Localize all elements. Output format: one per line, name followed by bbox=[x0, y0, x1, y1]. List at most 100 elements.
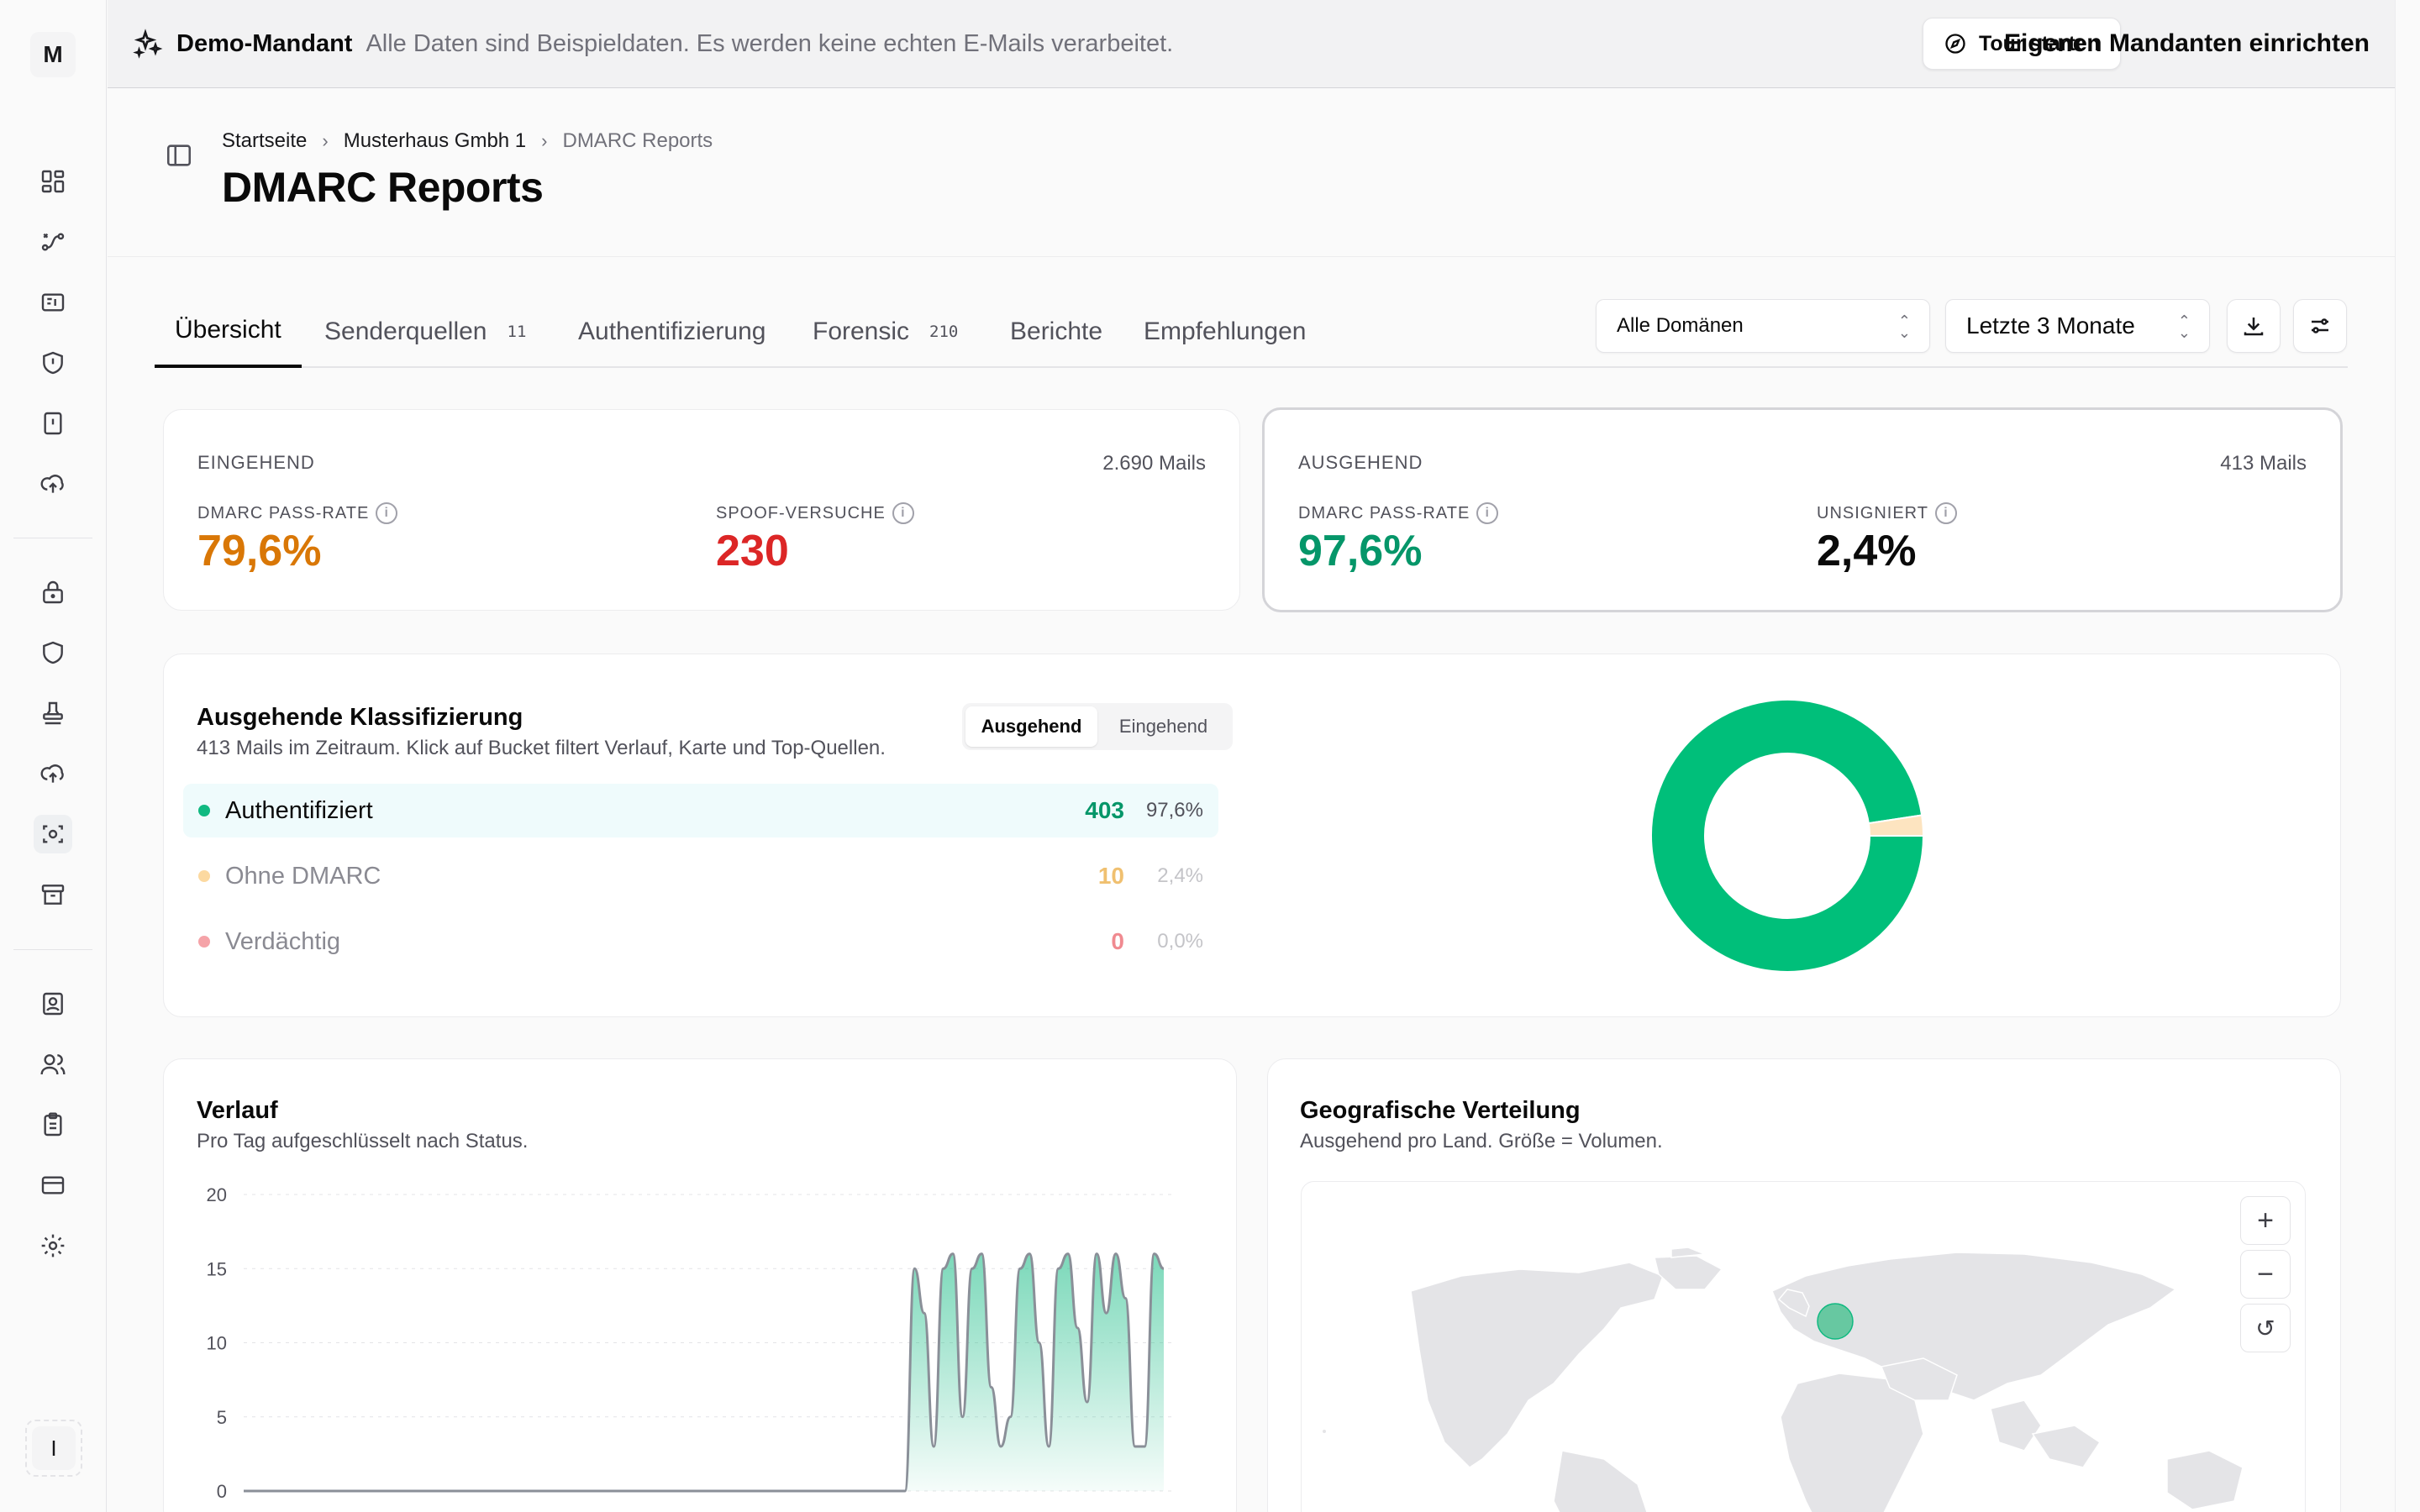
lock-icon[interactable] bbox=[34, 573, 72, 612]
trend-subtitle: Pro Tag aufgeschlüsselt nach Status. bbox=[197, 1130, 529, 1152]
y-tick-label: 15 bbox=[207, 1258, 227, 1279]
donut-slice-0[interactable] bbox=[1650, 699, 1925, 973]
classification-donut[interactable] bbox=[1649, 697, 1926, 974]
y-tick-label: 0 bbox=[217, 1481, 227, 1502]
world-map[interactable] bbox=[1301, 1181, 2306, 1512]
demo-text: Alle Daten sind Beispieldaten. Es werden… bbox=[366, 29, 1174, 57]
bucket-authenticated[interactable]: Authentifiziert 403 97,6% bbox=[183, 784, 1218, 837]
domain-select[interactable]: Alle Domänen ⌃ ⌄ bbox=[1596, 299, 1930, 353]
info-icon[interactable]: i bbox=[892, 502, 914, 524]
user-menu[interactable]: I bbox=[25, 1420, 82, 1477]
setup-tenant-link[interactable]: Eigenen Mandanten einrichten bbox=[2003, 29, 2370, 57]
spoof-value: 230 bbox=[716, 527, 789, 575]
route-icon[interactable] bbox=[34, 223, 72, 261]
reset-view-button[interactable]: ↺ bbox=[2240, 1304, 2291, 1352]
tour-start-label: Tour starten bbox=[1979, 31, 2100, 55]
settings-icon[interactable] bbox=[34, 1226, 72, 1265]
filter-settings-button[interactable] bbox=[2293, 299, 2347, 353]
tab-recommendations[interactable]: Empfehlungen bbox=[1144, 318, 1307, 345]
outbound-pass-label: DMARC PASS-RATE i bbox=[1298, 502, 1499, 524]
bucket-count: 10 bbox=[1097, 863, 1124, 889]
bucket-percent: 0,0% bbox=[1157, 930, 1203, 953]
chevron-right-icon: › bbox=[541, 130, 548, 151]
bucket-suspicious[interactable]: Verdächtig 0 0,0% bbox=[183, 915, 1218, 969]
credit-card-icon[interactable] bbox=[34, 1166, 72, 1205]
direction-toggle: Ausgehend Eingehend bbox=[962, 703, 1233, 750]
shield-icon[interactable] bbox=[34, 633, 72, 672]
cloud-sync-icon[interactable] bbox=[34, 754, 72, 793]
stamp-icon[interactable] bbox=[34, 694, 72, 732]
y-tick-label: 5 bbox=[217, 1407, 227, 1428]
volume-bubble-germany[interactable] bbox=[1817, 1303, 1854, 1340]
bucket-label: Ohne DMARC bbox=[225, 862, 381, 890]
classification-subtitle: 413 Mails im Zeitraum. Klick auf Bucket … bbox=[197, 737, 886, 759]
inbound-kpi-card[interactable]: EINGEHEND 2.690 Mails DMARC PASS-RATE i 7… bbox=[163, 409, 1240, 611]
archive-icon[interactable] bbox=[34, 875, 72, 914]
users-icon[interactable] bbox=[34, 1045, 72, 1084]
breadcrumb-tenant[interactable]: Musterhaus Gmbh 1 bbox=[343, 129, 527, 152]
compass-icon bbox=[1945, 34, 1965, 54]
inbound-heading: EINGEHEND bbox=[197, 452, 315, 473]
shield-alert-icon[interactable] bbox=[34, 344, 72, 382]
tab-reports[interactable]: Berichte bbox=[1010, 318, 1103, 345]
bucket-no-dmarc[interactable]: Ohne DMARC 10 2,4% bbox=[183, 849, 1218, 903]
y-tick-label: 20 bbox=[207, 1184, 227, 1205]
tab-overview[interactable]: Übersicht bbox=[155, 296, 302, 368]
breadcrumb: Startseite › Musterhaus Gmbh 1 › DMARC R… bbox=[222, 129, 713, 153]
zoom-in-button[interactable]: + bbox=[2240, 1196, 2291, 1245]
tab-sender-sources[interactable]: Senderquellen 11 bbox=[324, 318, 527, 345]
user-avatar[interactable]: I bbox=[32, 1426, 76, 1470]
sidebar-toggle-icon[interactable] bbox=[165, 141, 193, 170]
outbound-heading: AUSGEHEND bbox=[1298, 452, 1423, 473]
classification-title: Ausgehende Klassifizierung bbox=[197, 704, 523, 731]
report-icon[interactable] bbox=[34, 283, 72, 322]
chevrons-up-down-icon: ⌃ ⌄ bbox=[1897, 312, 1911, 341]
bucket-count: 0 bbox=[1111, 928, 1124, 954]
info-icon[interactable]: i bbox=[1934, 502, 1957, 524]
period-select[interactable]: Letzte 3 Monate ⌃ ⌄ bbox=[1945, 299, 2210, 353]
status-dot bbox=[198, 805, 210, 816]
inbound-mail-count: 2.690 Mails bbox=[1102, 452, 1206, 475]
outbound-kpi-card[interactable]: AUSGEHEND 413 Mails DMARC PASS-RATE i 97,… bbox=[1262, 407, 2343, 612]
clipboard-icon[interactable] bbox=[34, 1105, 72, 1144]
unsigned-label: UNSIGNIERT i bbox=[1817, 502, 1957, 524]
trend-chart[interactable]: 0 5 10 15 20 bbox=[193, 1176, 1210, 1512]
dashboard-icon[interactable] bbox=[34, 162, 72, 201]
contact-card-icon[interactable] bbox=[34, 984, 72, 1023]
bucket-percent: 2,4% bbox=[1157, 864, 1203, 887]
download-button[interactable] bbox=[2227, 299, 2281, 353]
toggle-inbound[interactable]: Eingehend bbox=[1118, 716, 1208, 737]
tab-authentication[interactable]: Authentifizierung bbox=[578, 318, 766, 345]
tab-badge: 210 bbox=[929, 323, 959, 341]
geo-title: Geografische Verteilung bbox=[1300, 1097, 1581, 1124]
status-dot bbox=[198, 936, 210, 948]
zoom-out-button[interactable]: − bbox=[2240, 1250, 2291, 1299]
bucket-label: Verdächtig bbox=[225, 927, 341, 955]
unsigned-value: 2,4% bbox=[1817, 527, 1917, 575]
scan-eye-icon[interactable] bbox=[34, 815, 72, 853]
scrollbar[interactable] bbox=[2395, 0, 2420, 1512]
bucket-percent: 97,6% bbox=[1145, 799, 1203, 822]
world-map-shapes bbox=[1323, 1247, 2244, 1512]
info-icon[interactable]: i bbox=[1476, 502, 1499, 524]
outbound-pass-value: 97,6% bbox=[1298, 527, 1423, 575]
inbound-pass-value: 79,6% bbox=[197, 527, 322, 575]
breadcrumb-home[interactable]: Startseite bbox=[222, 129, 308, 152]
y-tick-label: 10 bbox=[207, 1333, 227, 1354]
bucket-count: 403 bbox=[1085, 797, 1124, 823]
page-header: Startseite › Musterhaus Gmbh 1 › DMARC R… bbox=[108, 89, 2395, 257]
tenant-avatar[interactable]: M bbox=[30, 32, 76, 77]
demo-banner: Demo-Mandant Alle Daten sind Beispieldat… bbox=[108, 0, 2395, 88]
alert-file-icon[interactable] bbox=[34, 404, 72, 443]
cloud-upload-icon[interactable] bbox=[34, 465, 72, 503]
tab-bar: Übersicht Senderquellen 11 Authentifizier… bbox=[155, 296, 2348, 368]
tab-forensic[interactable]: Forensic 210 bbox=[813, 318, 959, 345]
status-dot bbox=[198, 870, 210, 882]
trend-line[interactable] bbox=[244, 1252, 1165, 1493]
toggle-outbound[interactable]: Ausgehend bbox=[965, 706, 1097, 747]
tour-start-button[interactable]: Tour starten bbox=[1923, 18, 2121, 70]
spoof-label: SPOOF-VERSUCHE i bbox=[716, 502, 914, 524]
page-title: DMARC Reports bbox=[222, 164, 544, 211]
donut-slice-1[interactable] bbox=[1867, 814, 1925, 837]
info-icon[interactable]: i bbox=[376, 502, 398, 524]
